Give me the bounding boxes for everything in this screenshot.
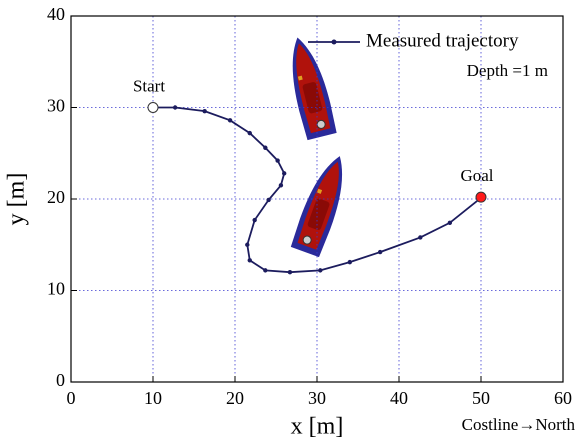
trajectory-point	[318, 268, 323, 273]
axis-note: Costline→North	[462, 415, 576, 434]
trajectory-point	[278, 183, 284, 188]
x-tick-label: 30	[308, 388, 326, 408]
x-tick-label: 0	[67, 388, 76, 408]
point	[475, 191, 487, 203]
trajectory-point	[227, 118, 233, 123]
point-label: Goal	[460, 166, 493, 185]
trajectory-point	[252, 217, 257, 223]
y-tick-label: 30	[47, 96, 65, 116]
trajectory-point	[447, 220, 453, 225]
y-tick-label: 40	[47, 4, 65, 24]
trajectory-point	[347, 259, 352, 265]
x-tick-label: 10	[144, 388, 162, 408]
y-tick-label: 0	[56, 370, 65, 390]
annotation: Depth =1 m	[467, 61, 548, 80]
legend-marker	[331, 39, 337, 45]
trajectory-point	[377, 249, 383, 255]
trajectory-point	[172, 105, 178, 110]
trajectory-point	[418, 235, 423, 240]
trajectory-point	[266, 197, 271, 203]
trajectory-point	[263, 268, 268, 273]
trajectory-point	[202, 108, 207, 114]
trajectory-point	[247, 130, 252, 136]
y-tick-label: 20	[47, 187, 65, 207]
trajectory-point	[282, 171, 287, 176]
x-tick-label: 40	[390, 388, 408, 408]
boat	[290, 156, 343, 258]
trajectory-point	[263, 145, 268, 150]
point	[147, 102, 159, 113]
boat	[292, 37, 337, 141]
x-axis-label: x [m]	[291, 414, 344, 440]
y-tick-label: 10	[47, 279, 65, 299]
trajectory-point	[247, 258, 252, 263]
trajectory-point	[287, 270, 293, 275]
x-tick-label: 20	[226, 388, 244, 408]
legend-label: Measured trajectory	[366, 30, 519, 51]
y-axis-label: y [m]	[4, 173, 30, 226]
plot-frame	[70, 15, 564, 383]
trajectory-point	[275, 158, 280, 163]
x-tick-label: 50	[472, 388, 490, 408]
trajectory-point	[245, 242, 250, 247]
point-label: Start	[133, 76, 165, 95]
x-tick-label: 60	[554, 388, 572, 408]
